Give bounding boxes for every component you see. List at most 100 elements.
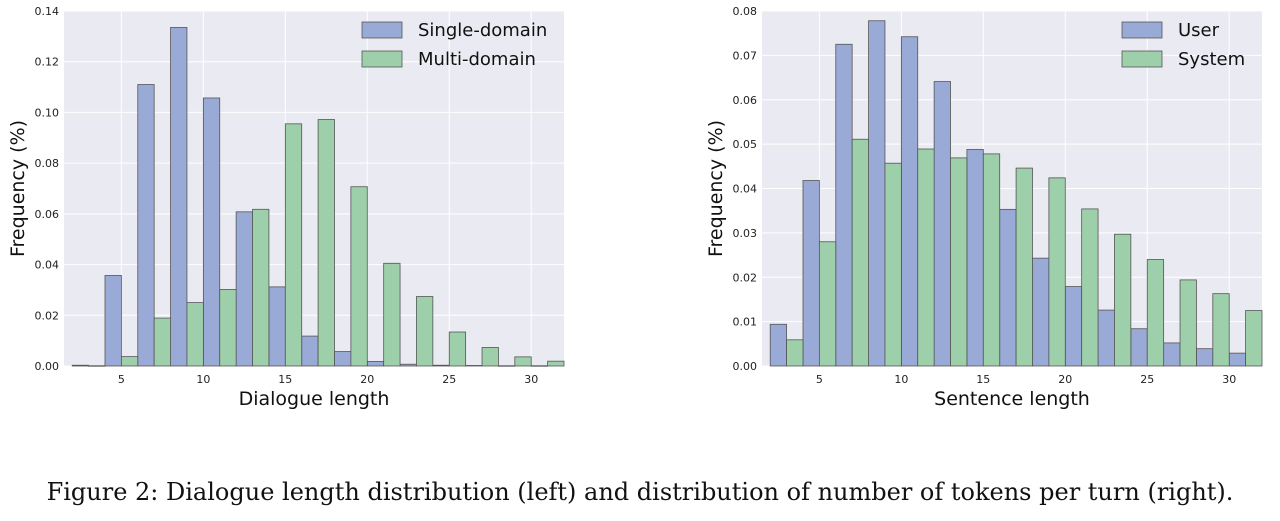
- y-tick-label: 0.12: [35, 56, 60, 69]
- y-tick-label: 0.10: [35, 106, 60, 119]
- bar: [547, 360, 565, 367]
- bar: [1146, 259, 1165, 367]
- x-tick-label: 15: [278, 373, 292, 386]
- y-tick-label: 0.01: [733, 316, 758, 329]
- x-tick-label: 30: [524, 373, 538, 386]
- legend-swatch: [1121, 21, 1163, 39]
- bar: [786, 339, 804, 367]
- bar: [917, 148, 935, 367]
- bar: [1163, 342, 1181, 367]
- bar: [1114, 233, 1132, 367]
- bar: [1015, 167, 1033, 367]
- bar: [268, 286, 286, 367]
- bar: [1245, 310, 1263, 367]
- bar: [202, 97, 221, 367]
- bar: [317, 119, 335, 367]
- bar: [88, 365, 106, 367]
- y-tick-label: 0.08: [35, 157, 60, 170]
- bar: [170, 27, 188, 367]
- bar: [982, 153, 1001, 367]
- bar: [350, 186, 368, 367]
- bar: [432, 364, 450, 367]
- bar: [284, 123, 303, 367]
- x-axis-label: Dialogue length: [239, 388, 390, 410]
- y-axis-label: Frequency (%): [7, 120, 29, 257]
- bar: [1097, 309, 1115, 367]
- bar: [818, 241, 837, 367]
- bar: [884, 162, 902, 367]
- bar: [104, 275, 122, 367]
- legend: Single-domain Multi-domain: [361, 20, 547, 70]
- bar: [1179, 279, 1197, 367]
- bar: [399, 363, 417, 367]
- bar: [1081, 208, 1099, 367]
- y-tick-label: 0.00: [733, 360, 758, 373]
- legend-swatch: [361, 21, 403, 39]
- bar: [802, 180, 820, 367]
- x-axis-label: Sentence length: [934, 388, 1090, 410]
- bar: [530, 365, 549, 367]
- bar: [1130, 328, 1148, 367]
- x-tick-label: 25: [442, 373, 456, 386]
- x-tick-label: 20: [1058, 373, 1072, 386]
- y-tick-label: 0.04: [35, 259, 60, 272]
- y-tick-label: 0.03: [733, 227, 758, 240]
- bar: [153, 317, 171, 367]
- bar: [851, 138, 869, 367]
- y-tick-label: 0.06: [733, 94, 758, 107]
- x-tick-label: 20: [360, 373, 374, 386]
- x-tick-label: 5: [816, 373, 823, 386]
- y-tick-label: 0.06: [35, 208, 60, 221]
- legend-label: User: [1178, 20, 1220, 41]
- y-tick-label: 0.02: [733, 271, 758, 284]
- x-tick-label: 5: [118, 373, 125, 386]
- chart-panel-1: 0.00 0.02 0.04 0.06 0.08 0.10 0.12 0.14 5 10 15 20 2…: [7, 5, 565, 410]
- bar: [71, 364, 89, 367]
- x-tick-label: 25: [1140, 373, 1154, 386]
- bar: [416, 296, 434, 367]
- bar: [950, 157, 968, 367]
- legend-label: Single-domain: [418, 20, 547, 41]
- bar: [498, 365, 516, 367]
- bar: [448, 331, 467, 367]
- x-tick-label: 30: [1222, 373, 1236, 386]
- legend-label: Multi-domain: [418, 49, 536, 70]
- bar: [933, 81, 951, 367]
- figure-caption: Figure 2: Dialogue length distribution (…: [46, 478, 1234, 506]
- bar: [1228, 352, 1247, 367]
- bar: [481, 347, 499, 367]
- bar: [835, 43, 853, 367]
- x-tick-label: 10: [196, 373, 210, 386]
- y-axis-label: Frequency (%): [705, 120, 727, 257]
- y-tick-label: 0.07: [733, 49, 758, 62]
- x-tick-label: 10: [894, 373, 908, 386]
- bar: [868, 20, 886, 367]
- legend-swatch: [1121, 50, 1163, 68]
- legend-label: System: [1178, 49, 1245, 70]
- bar: [120, 356, 139, 367]
- bar: [366, 361, 385, 367]
- legend-swatch: [361, 50, 403, 68]
- y-tick-label: 0.02: [35, 309, 60, 322]
- bar: [1196, 348, 1214, 367]
- bar: [252, 208, 270, 367]
- bar: [301, 335, 319, 367]
- bar: [137, 84, 155, 367]
- y-tick-label: 0.04: [733, 183, 758, 196]
- bar: [334, 351, 352, 367]
- y-tick-label: 0.05: [733, 138, 758, 151]
- bar: [219, 289, 237, 367]
- y-tick-label: 0.08: [733, 5, 758, 18]
- bar: [1212, 293, 1230, 367]
- legend: User System: [1121, 20, 1245, 70]
- bar: [769, 323, 787, 367]
- bar: [1064, 286, 1083, 367]
- bar: [235, 211, 253, 367]
- y-tick-label: 0.00: [35, 360, 60, 373]
- bar: [186, 302, 204, 367]
- bar: [900, 36, 919, 367]
- chart-panel-2: 0.00 0.01 0.02 0.03 0.04 0.05 0.06 0.07 0.08 5 10 1…: [705, 5, 1263, 410]
- x-tick-label: 15: [976, 373, 990, 386]
- bar: [999, 208, 1017, 367]
- bar: [383, 262, 401, 367]
